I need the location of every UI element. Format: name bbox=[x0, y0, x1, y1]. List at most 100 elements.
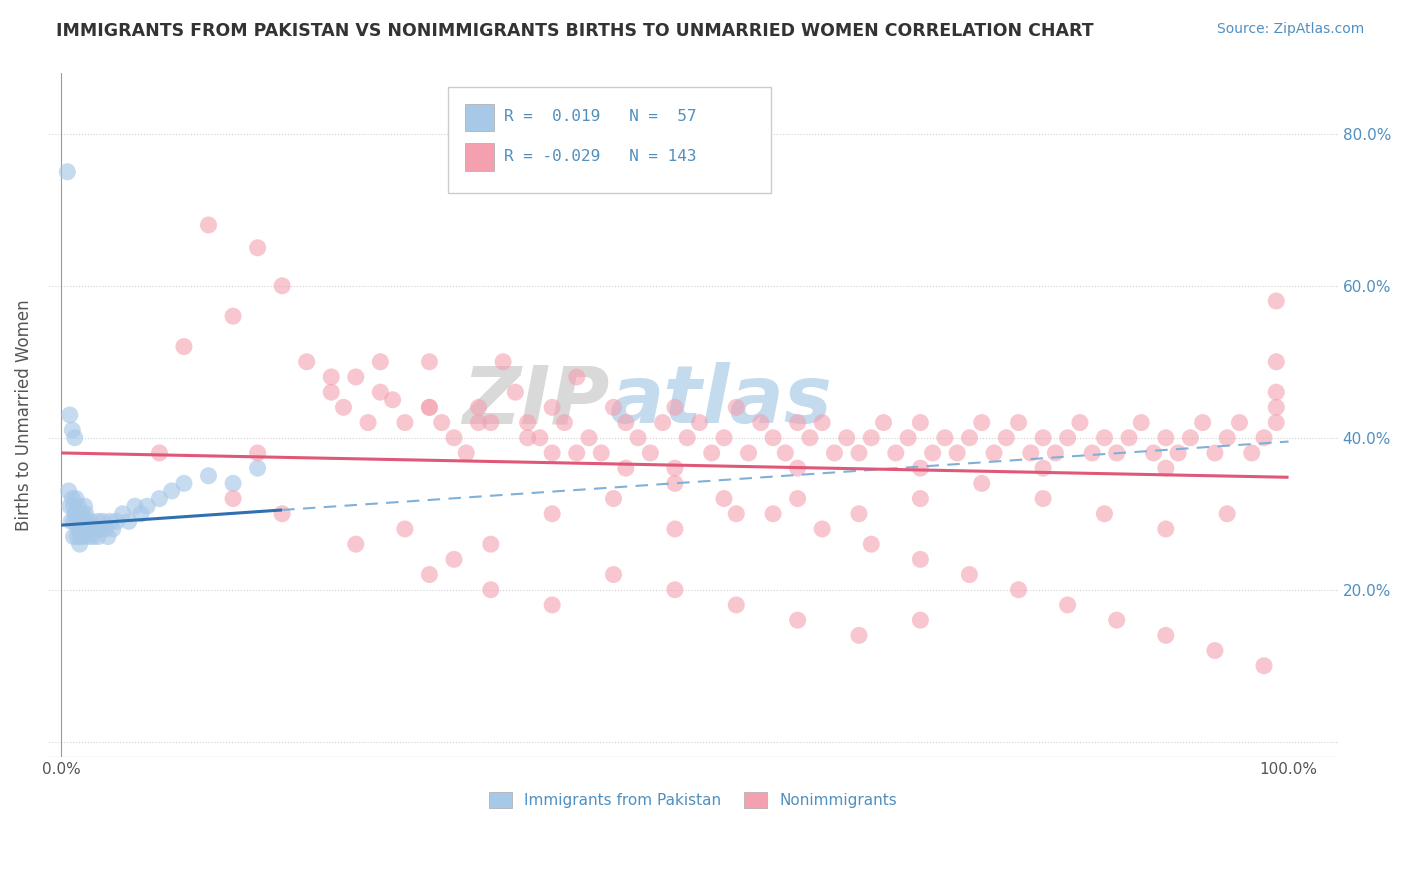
Point bbox=[786, 416, 808, 430]
Point bbox=[456, 446, 478, 460]
Point bbox=[737, 446, 759, 460]
Point bbox=[80, 522, 103, 536]
Point bbox=[101, 522, 124, 536]
Point bbox=[1253, 431, 1275, 445]
Point bbox=[959, 431, 981, 445]
Point bbox=[664, 476, 686, 491]
Point bbox=[614, 416, 637, 430]
Point bbox=[65, 491, 87, 506]
Point bbox=[1253, 658, 1275, 673]
Point bbox=[1081, 446, 1104, 460]
Point bbox=[1240, 446, 1263, 460]
Point bbox=[1056, 598, 1078, 612]
Point bbox=[1216, 431, 1239, 445]
Point bbox=[970, 476, 993, 491]
Text: ZIP: ZIP bbox=[463, 362, 610, 441]
Point bbox=[725, 598, 748, 612]
Point bbox=[60, 491, 83, 506]
Point bbox=[66, 530, 89, 544]
Point bbox=[602, 491, 624, 506]
Point bbox=[1105, 446, 1128, 460]
Point bbox=[749, 416, 772, 430]
Point bbox=[443, 552, 465, 566]
Point bbox=[65, 507, 87, 521]
FancyBboxPatch shape bbox=[465, 103, 494, 131]
Point bbox=[910, 613, 932, 627]
Point bbox=[381, 392, 404, 407]
Point bbox=[479, 582, 502, 597]
Point bbox=[271, 507, 294, 521]
Point bbox=[516, 431, 538, 445]
Point bbox=[271, 278, 294, 293]
Point bbox=[59, 499, 82, 513]
Point bbox=[370, 355, 392, 369]
Point bbox=[443, 431, 465, 445]
Point bbox=[69, 537, 91, 551]
Point bbox=[1094, 431, 1116, 445]
Point bbox=[1118, 431, 1140, 445]
Point bbox=[418, 401, 440, 415]
Point bbox=[762, 507, 785, 521]
Text: IMMIGRANTS FROM PAKISTAN VS NONIMMIGRANTS BIRTHS TO UNMARRIED WOMEN CORRELATION : IMMIGRANTS FROM PAKISTAN VS NONIMMIGRANT… bbox=[56, 22, 1094, 40]
Point bbox=[56, 165, 79, 179]
Point bbox=[1204, 643, 1226, 657]
Point bbox=[69, 522, 91, 536]
Point bbox=[295, 355, 318, 369]
Point bbox=[541, 507, 564, 521]
Point bbox=[160, 483, 183, 498]
Point bbox=[69, 507, 91, 521]
Point bbox=[676, 431, 699, 445]
Point bbox=[91, 514, 114, 528]
Point bbox=[910, 552, 932, 566]
Point bbox=[67, 522, 90, 536]
Point bbox=[1069, 416, 1091, 430]
Point bbox=[73, 499, 96, 513]
Point bbox=[105, 514, 128, 528]
Point bbox=[75, 507, 97, 521]
Point bbox=[541, 401, 564, 415]
Point bbox=[762, 431, 785, 445]
Point bbox=[1265, 355, 1288, 369]
Point bbox=[565, 446, 588, 460]
Point bbox=[58, 483, 80, 498]
Point bbox=[59, 408, 82, 422]
Point bbox=[811, 522, 834, 536]
Y-axis label: Births to Unmarried Women: Births to Unmarried Women bbox=[15, 299, 32, 531]
Point bbox=[775, 446, 797, 460]
Point bbox=[910, 491, 932, 506]
Point bbox=[1191, 416, 1213, 430]
Point bbox=[60, 423, 83, 437]
Point bbox=[1019, 446, 1042, 460]
Point bbox=[910, 461, 932, 475]
Point bbox=[370, 385, 392, 400]
Point bbox=[111, 507, 134, 521]
Point bbox=[799, 431, 821, 445]
Point bbox=[72, 514, 94, 528]
Point bbox=[84, 522, 107, 536]
Point bbox=[860, 431, 883, 445]
Point bbox=[505, 385, 527, 400]
Point bbox=[897, 431, 920, 445]
Point bbox=[786, 491, 808, 506]
Point bbox=[848, 628, 870, 642]
Point bbox=[80, 514, 103, 528]
Point bbox=[1265, 293, 1288, 308]
Point bbox=[934, 431, 956, 445]
Point bbox=[62, 514, 84, 528]
Point bbox=[66, 514, 89, 528]
Point bbox=[959, 567, 981, 582]
Point bbox=[148, 446, 170, 460]
Point bbox=[87, 514, 110, 528]
Point bbox=[529, 431, 551, 445]
Point bbox=[1045, 446, 1067, 460]
Point bbox=[1105, 613, 1128, 627]
Point bbox=[1265, 401, 1288, 415]
Point bbox=[418, 401, 440, 415]
Point bbox=[222, 491, 245, 506]
Point bbox=[70, 507, 93, 521]
Point bbox=[63, 507, 86, 521]
Point bbox=[1204, 446, 1226, 460]
Text: R = -0.029   N = 143: R = -0.029 N = 143 bbox=[503, 149, 696, 164]
Point bbox=[82, 530, 104, 544]
Point bbox=[848, 446, 870, 460]
